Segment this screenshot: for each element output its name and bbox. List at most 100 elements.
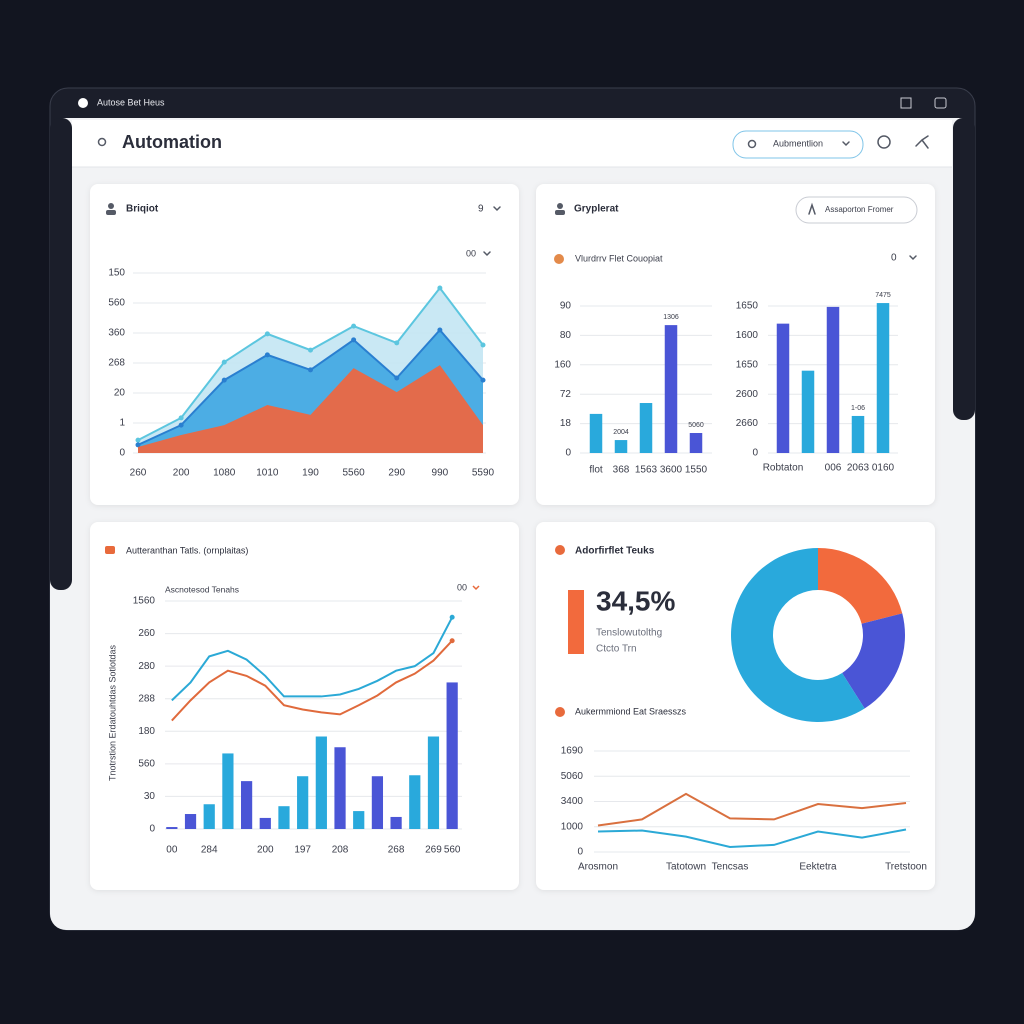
x-tick-label: 208 — [332, 845, 349, 856]
x-tick-label: 1550 — [685, 465, 708, 476]
point — [135, 442, 141, 448]
bar — [390, 816, 402, 829]
line — [171, 616, 454, 702]
point — [351, 337, 357, 343]
point — [135, 437, 141, 443]
x-tick-label: 006 — [825, 463, 842, 474]
point — [264, 352, 270, 358]
y-tick-label: 260 — [138, 628, 155, 639]
bar — [315, 736, 327, 829]
bar — [776, 323, 790, 453]
y-tick-label: 0 — [119, 448, 125, 459]
bar — [222, 753, 234, 829]
card-subtitle: Vlurdrrv Flet Couopiat — [575, 253, 663, 263]
search-icon — [97, 137, 107, 147]
x-tick-label: Arosmon — [578, 862, 618, 873]
frame-right — [953, 118, 975, 420]
x-tick-label: 560 — [444, 845, 461, 856]
card-title: Adorfirflet Teuks — [575, 546, 655, 557]
chart-icon — [555, 707, 565, 717]
y-tick-label: 3400 — [561, 796, 584, 807]
line — [597, 828, 907, 848]
bar — [166, 827, 178, 829]
point — [308, 367, 313, 373]
bar — [371, 776, 384, 829]
chart-control: 00 — [457, 582, 467, 592]
x-tick-label: Eektetra — [799, 862, 837, 873]
bar — [589, 413, 603, 453]
y-tick-label: 1690 — [561, 746, 584, 757]
y-tick-label: 150 — [108, 268, 125, 279]
header-title: Automation — [122, 132, 222, 152]
line — [171, 640, 453, 722]
x-tick-label: 5590 — [472, 468, 495, 479]
y-tick-label: 0 — [565, 448, 571, 459]
point — [480, 377, 486, 383]
chevron[interactable] — [483, 251, 491, 257]
window-button[interactable] — [900, 97, 912, 109]
point — [264, 331, 270, 337]
window-button[interactable] — [934, 97, 947, 109]
bar — [639, 403, 653, 453]
chevron[interactable] — [842, 141, 850, 147]
y-tick-label: 560 — [138, 758, 155, 769]
x-tick-label: 1080 — [213, 468, 236, 479]
y-tick-label: 268 — [108, 358, 125, 369]
y-tick-label: 180 — [138, 726, 155, 737]
y-tick-label: 0 — [752, 448, 758, 459]
x-tick-label: 2063 — [847, 463, 870, 474]
share-icon[interactable] — [915, 135, 929, 149]
card — [536, 184, 935, 505]
bar — [801, 370, 815, 453]
chevron[interactable] — [472, 585, 480, 591]
card-button[interactable] — [795, 196, 918, 224]
chevron[interactable] — [909, 255, 917, 261]
point — [394, 375, 400, 381]
subtitle-icon — [554, 254, 564, 264]
card-control: 9 — [478, 204, 484, 215]
y-tick-label: 18 — [560, 418, 572, 429]
point — [351, 323, 357, 329]
y-tick-label: 1000 — [561, 821, 584, 832]
y-tick-label: 560 — [108, 298, 125, 309]
x-tick-label: 200 — [257, 845, 274, 856]
chart-control: 00 — [466, 248, 476, 258]
y-tick-label: 280 — [138, 661, 155, 672]
x-tick-label: 260 — [130, 468, 147, 479]
x-tick-label: Tretstoon — [885, 862, 927, 873]
x-tick-label: 200 — [173, 468, 190, 479]
y-tick-label: 1650 — [736, 359, 759, 370]
bar — [259, 817, 271, 829]
y-tick-label: 0 — [577, 847, 583, 858]
x-tick-label: 1563 — [635, 465, 658, 476]
app-icon — [78, 98, 88, 108]
donut-slice — [818, 547, 903, 624]
card-icon — [555, 545, 565, 555]
x-tick-label: 290 — [388, 468, 405, 479]
y-tick-label: 1600 — [736, 330, 759, 341]
chevron[interactable] — [493, 206, 501, 212]
donut-slice — [842, 613, 905, 709]
bar — [826, 306, 840, 453]
bar — [851, 415, 865, 453]
kpi-caption: Tenslowutolthg — [596, 628, 662, 639]
search-icon — [747, 139, 757, 149]
window-title: Autose Bet Heus — [97, 97, 165, 107]
chart-title: Aukermmiond Eat Sraesszs — [575, 706, 687, 716]
bar — [203, 804, 215, 829]
bar — [446, 682, 458, 829]
x-tick-label: 368 — [613, 465, 630, 476]
card-icon — [557, 203, 563, 209]
y-tick-label: 2660 — [736, 418, 759, 429]
point — [221, 377, 227, 383]
x-tick-label: 284 — [201, 845, 218, 856]
zoom-icon[interactable] — [877, 135, 891, 149]
search-box[interactable] — [732, 130, 864, 159]
point — [308, 347, 313, 353]
button-icon — [808, 202, 816, 215]
frame-left — [50, 118, 72, 590]
bar-annotation: 1-06 — [851, 405, 865, 412]
line — [597, 792, 907, 827]
y-tick-label: 360 — [108, 328, 125, 339]
